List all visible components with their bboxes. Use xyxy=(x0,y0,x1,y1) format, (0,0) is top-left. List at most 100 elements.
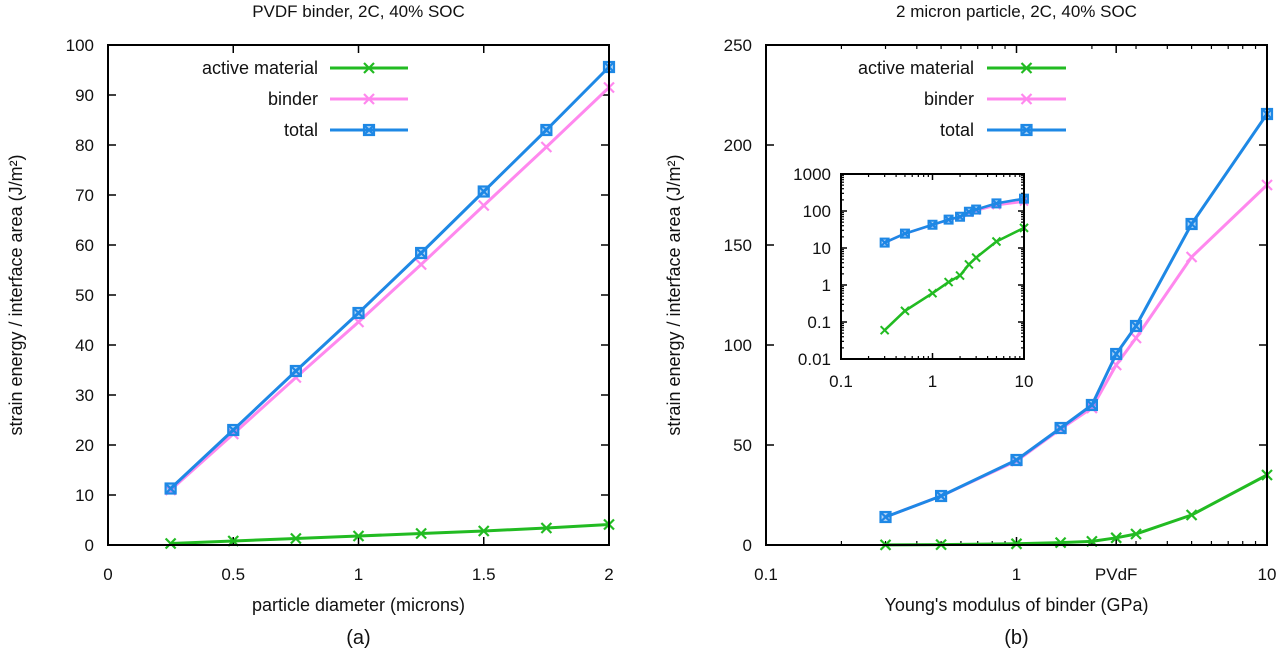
data-point-box xyxy=(934,489,948,503)
data-point-stroke xyxy=(290,365,302,377)
inset-data-point-box xyxy=(943,214,954,225)
y-tick-label: 70 xyxy=(75,186,94,205)
data-point xyxy=(540,141,553,153)
x-tick-label: 0.1 xyxy=(754,565,778,584)
legend-marker-stroke xyxy=(1020,93,1033,105)
data-point-stroke xyxy=(415,258,427,271)
legend-label: total xyxy=(284,120,318,140)
legend-marker xyxy=(362,123,376,137)
data-point xyxy=(164,482,177,495)
data-point xyxy=(477,185,490,198)
inset-y-tick-label: 100 xyxy=(803,202,831,221)
data-point-box xyxy=(1110,347,1123,361)
y-tick-label: 0 xyxy=(85,536,94,555)
data-point-stroke xyxy=(1185,251,1198,263)
inset-data-point-stroke xyxy=(943,277,954,287)
data-point-box xyxy=(540,123,553,137)
inset-chart: 0.01 0.1 1 10 100 1000 0.1 1 10 xyxy=(793,165,1033,391)
legend-marker-box xyxy=(1020,123,1033,137)
data-point xyxy=(415,258,427,271)
data-point xyxy=(352,306,365,320)
inset-data-point-box xyxy=(927,219,938,230)
inset-y-tick-label: 0.01 xyxy=(798,350,831,369)
data-point xyxy=(477,525,490,537)
data-point xyxy=(1185,217,1198,231)
data-point xyxy=(934,489,948,503)
inset-data-point-stroke xyxy=(900,228,910,239)
inset-y-tick-label: 1 xyxy=(822,276,831,295)
y-tick-label: 60 xyxy=(75,236,94,255)
inset-data-point xyxy=(964,259,974,270)
legend-marker-stroke xyxy=(363,124,375,136)
data-point-stroke xyxy=(540,522,553,534)
inset-data-point-stroke xyxy=(943,214,954,225)
inset-y-tick-label: 1000 xyxy=(793,165,831,184)
data-point-stroke xyxy=(1010,454,1023,466)
x-tick-label: 1 xyxy=(1012,565,1021,584)
y-tick-label: 20 xyxy=(75,436,94,455)
inset-data-point xyxy=(943,277,954,287)
data-point-stroke xyxy=(352,530,365,542)
data-point-stroke xyxy=(1130,528,1142,540)
chart-title: 2 micron particle, 2C, 40% SOC xyxy=(896,2,1137,21)
data-point-stroke xyxy=(164,537,177,550)
y-tick-label: 80 xyxy=(75,136,94,155)
legend-marker-stroke xyxy=(1020,124,1033,136)
inset-data-point xyxy=(900,306,910,316)
inset-data-point xyxy=(879,325,890,335)
data-point-box xyxy=(289,364,302,378)
inset-y-tick-label: 0.1 xyxy=(807,313,831,332)
legend-marker-stroke xyxy=(1020,62,1033,74)
series-line-0 xyxy=(885,473,1268,547)
data-point xyxy=(1086,402,1098,414)
legend-marker-stroke xyxy=(363,93,375,105)
inset-data-point-box xyxy=(955,211,966,222)
data-point xyxy=(1130,528,1142,540)
y-tick-label: 100 xyxy=(724,336,752,355)
data-point-stroke xyxy=(1110,348,1122,360)
inset-x-tick-label: 10 xyxy=(1015,372,1034,391)
plot-frame xyxy=(107,44,610,546)
y-tick-label: 30 xyxy=(75,386,94,405)
inset-frame xyxy=(840,173,1025,360)
y-axis-label: strain energy / interface area (J/m²) xyxy=(664,154,684,435)
data-point-stroke xyxy=(879,511,892,523)
legend-marker xyxy=(1020,93,1033,105)
inset-data-point-stroke xyxy=(964,259,974,270)
data-point-stroke xyxy=(415,527,427,540)
y-tick-label: 50 xyxy=(75,286,94,305)
inset-data-point-box xyxy=(899,228,910,239)
data-point xyxy=(415,527,427,540)
x-tick-label: 0.5 xyxy=(221,565,245,584)
inset-data-point-stroke xyxy=(879,237,890,248)
data-point xyxy=(879,510,892,524)
data-point-box xyxy=(879,510,892,524)
y-tick-label: 10 xyxy=(75,486,94,505)
inset-data-point-stroke xyxy=(971,252,981,263)
inset-data-point xyxy=(955,270,965,281)
legend-label: binder xyxy=(924,89,974,109)
inset-data-point xyxy=(927,288,938,298)
y-tick-label: 100 xyxy=(66,36,94,55)
inset-data-point-stroke xyxy=(991,236,1002,247)
data-point xyxy=(289,364,302,378)
inset-data-point-stroke xyxy=(955,212,965,222)
inset-data-point-stroke xyxy=(955,270,965,281)
data-point xyxy=(540,123,553,137)
data-point-stroke xyxy=(415,247,427,259)
data-point-box xyxy=(164,482,177,495)
legend-marker-box xyxy=(362,123,376,137)
inset-data-point-box xyxy=(971,204,982,215)
chart-a: PVDF binder, 2C, 40% SOC0102030405060708… xyxy=(6,2,616,649)
data-point xyxy=(290,532,302,545)
data-point-box xyxy=(1129,319,1143,333)
data-point xyxy=(1054,421,1067,435)
plot-frame xyxy=(765,44,1268,546)
data-point-box xyxy=(1010,453,1023,467)
data-point-stroke xyxy=(540,141,553,153)
x-tick-label: PVdF xyxy=(1095,565,1138,584)
data-point xyxy=(1085,398,1099,412)
y-tick-label: 0 xyxy=(743,536,752,555)
data-point xyxy=(1010,538,1023,550)
